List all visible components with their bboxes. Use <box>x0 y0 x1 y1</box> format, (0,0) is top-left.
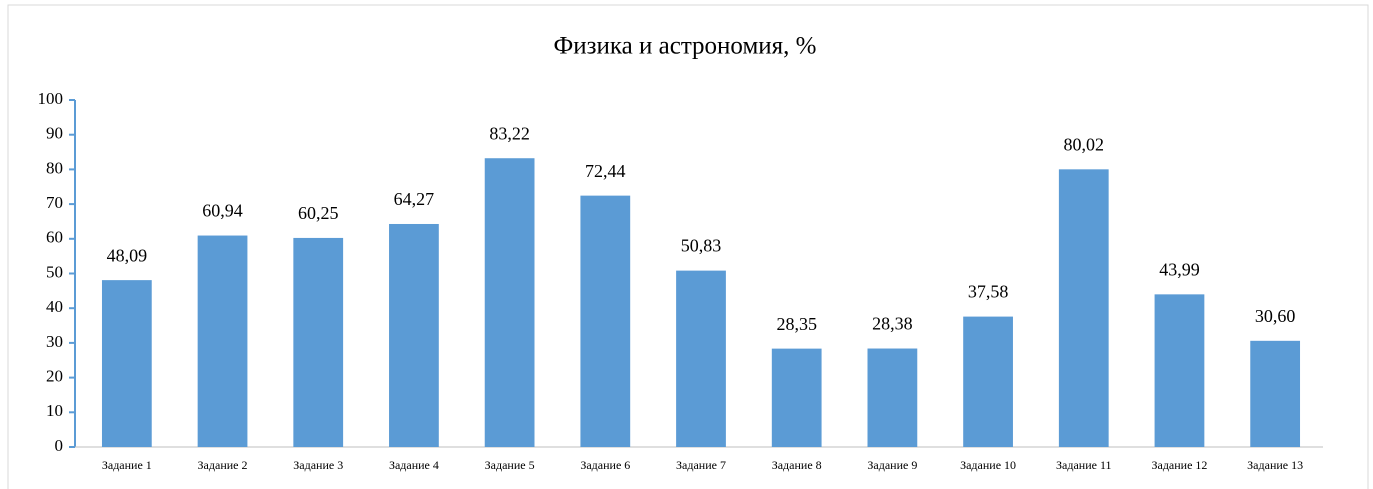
value-label: 83,22 <box>489 123 530 143</box>
bar <box>963 316 1013 447</box>
y-tick-label: 0 <box>55 436 64 455</box>
bar <box>676 270 726 447</box>
y-tick-label: 10 <box>46 401 63 420</box>
x-tick-label: Задание 11 <box>1056 458 1112 472</box>
x-tick-label: Задание 2 <box>198 458 248 472</box>
y-tick-label: 50 <box>46 262 63 281</box>
y-tick-label: 80 <box>46 158 63 177</box>
chart-title: Физика и астрономия, % <box>554 33 817 60</box>
y-tick-label: 40 <box>46 297 63 316</box>
x-tick-label: Задание 8 <box>772 458 822 472</box>
value-label: 30,60 <box>1255 306 1296 326</box>
y-tick-label: 30 <box>46 332 63 351</box>
y-tick-label: 100 <box>38 89 64 108</box>
x-tick-label: Задание 7 <box>676 458 726 472</box>
x-tick-label: Задание 1 <box>102 458 152 472</box>
x-tick-label: Задание 5 <box>485 458 535 472</box>
y-tick-label: 20 <box>46 367 63 386</box>
value-label: 28,35 <box>776 314 817 334</box>
bar <box>1154 294 1205 447</box>
value-label: 64,27 <box>394 189 435 209</box>
value-label: 60,25 <box>298 203 339 223</box>
value-label: 37,58 <box>968 282 1009 302</box>
bar <box>101 280 152 447</box>
value-label: 48,09 <box>107 245 148 265</box>
bar <box>867 348 918 447</box>
x-tick-label: Задание 10 <box>960 458 1016 472</box>
bar <box>1058 169 1109 447</box>
x-tick-label: Задание 12 <box>1151 458 1207 472</box>
bar <box>484 158 535 447</box>
bar <box>389 223 439 447</box>
value-label: 50,83 <box>681 236 722 256</box>
bar <box>771 348 822 447</box>
value-label: 43,99 <box>1159 259 1200 279</box>
x-tick-label: Задание 6 <box>580 458 630 472</box>
value-label: 80,02 <box>1064 134 1105 154</box>
y-tick-label: 70 <box>46 193 63 212</box>
value-label: 60,94 <box>202 201 243 221</box>
y-tick-label: 90 <box>46 124 63 143</box>
x-tick-label: Задание 3 <box>293 458 343 472</box>
bar <box>197 235 248 447</box>
x-tick-label: Задание 9 <box>867 458 917 472</box>
bar <box>1250 340 1301 447</box>
bar <box>580 195 631 447</box>
x-tick-label: Задание 13 <box>1247 458 1303 472</box>
x-tick-label: Задание 4 <box>389 458 439 472</box>
value-label: 28,38 <box>872 314 913 334</box>
value-label: 72,44 <box>585 161 626 181</box>
y-tick-label: 60 <box>46 228 63 247</box>
bar <box>293 237 344 447</box>
